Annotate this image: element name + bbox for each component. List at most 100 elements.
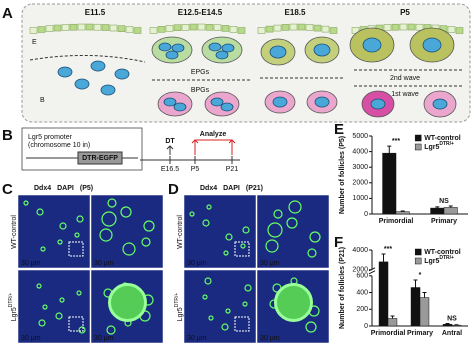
marker: Ddx4 (200, 185, 217, 192)
scale-bar-label: 30 μm (187, 335, 207, 342)
follicle (225, 308, 231, 314)
arrow (191, 139, 199, 155)
epithelium-cell (69, 23, 78, 31)
legend-swatch (414, 248, 422, 256)
bar (382, 152, 397, 215)
y-tick-label: 200 (356, 306, 368, 313)
epithelium-cell (181, 24, 190, 31)
label: BPGs (191, 87, 210, 94)
follicle (242, 301, 248, 307)
row-label-base: Lgr5 (177, 307, 184, 321)
label: EPGs (191, 69, 210, 76)
follicle (307, 248, 317, 258)
epithelium-cell (455, 27, 464, 34)
epithelium-cell (447, 26, 456, 33)
follicle (120, 206, 132, 218)
error-bar (422, 292, 427, 298)
germ-cell (165, 50, 179, 60)
germ-cell (370, 98, 386, 110)
epithelium-cell (383, 24, 392, 31)
dashed-line (29, 54, 146, 63)
germ-cell (208, 42, 222, 52)
germ-cell (220, 102, 234, 112)
follicle (99, 228, 113, 242)
label: Lgr5 promoter (28, 134, 73, 141)
follicle (274, 283, 313, 322)
epithelium-cell (93, 23, 102, 31)
germ-cell (210, 97, 224, 107)
germ-cell (171, 43, 185, 53)
timepoint: E16.5 (161, 166, 179, 173)
bar (395, 211, 410, 215)
follicle (143, 220, 155, 232)
germ-cell (57, 66, 73, 78)
follicle (38, 319, 46, 327)
epithelium-cell (61, 24, 70, 31)
x-tick-label: Primary (407, 330, 433, 337)
epithelium-cell (165, 25, 174, 32)
scale-bar-label: 30 μm (94, 335, 114, 342)
epithelium-cell (213, 24, 222, 31)
label: 1st wave (391, 91, 419, 98)
follicle (36, 283, 42, 289)
row-label: Lgr5DTR/+ (174, 293, 184, 322)
y-axis-label: Number of follicles (P21) (339, 247, 346, 329)
follicle (108, 283, 147, 322)
y-axis-label: Number of follicles (P5) (339, 136, 346, 214)
y-tick-label: 5000 (352, 133, 368, 140)
inset (68, 316, 84, 332)
follicle (106, 325, 116, 335)
panel-label: A (2, 5, 13, 22)
follicle (309, 231, 321, 243)
panel-label: F (334, 234, 343, 251)
epithelium-cell (157, 26, 166, 33)
inset (234, 316, 250, 332)
epithelium-cell (229, 26, 238, 33)
marker: DAPI (223, 185, 240, 192)
panel-label: B (2, 127, 13, 144)
x-tick-label: Antral (442, 330, 462, 337)
bar (419, 297, 430, 327)
scale-bar-label: 30 μm (187, 260, 207, 267)
bar (451, 324, 462, 327)
follicle (59, 222, 67, 230)
error-bar (445, 322, 450, 325)
scale-bar-label: 30 μm (21, 335, 41, 342)
germ-cell (163, 97, 177, 107)
legend-label: WT-control (424, 135, 461, 142)
epithelium-cell (205, 24, 214, 31)
germ-cell (90, 60, 106, 72)
bar (443, 207, 458, 215)
marker: DAPI (57, 185, 74, 192)
follicle (76, 290, 82, 296)
error-bar (381, 253, 386, 262)
epithelium-cell (197, 23, 206, 31)
follicle (40, 246, 46, 252)
y-tick-label: 4000 (352, 247, 368, 254)
follicle (242, 226, 250, 234)
follicle (225, 233, 233, 241)
legend-label-base: Lgr5 (424, 258, 439, 265)
x-tick-label: Primordial (371, 330, 406, 337)
epithelium-cell (391, 23, 400, 31)
follicle (265, 239, 279, 253)
follicle (305, 321, 317, 333)
significance: NS (439, 198, 449, 205)
row-label-sup: DTR/+ (8, 293, 14, 308)
scale-bar-label: 30 μm (260, 335, 280, 342)
row-label-base: Lgr5 (11, 307, 18, 321)
y-tick-label: 600 (356, 273, 368, 280)
micrograph (17, 194, 91, 269)
legend-swatch (414, 143, 422, 151)
y-tick-label: 3000 (352, 164, 368, 171)
marker: (P21) (246, 185, 263, 192)
follicle (244, 284, 252, 292)
bar (378, 261, 389, 327)
follicle (42, 304, 48, 310)
label: (chromosome 10 in) (28, 142, 90, 149)
legend-label-sup: DTR/+ (439, 141, 454, 147)
epithelium-cell (117, 25, 126, 32)
follicle (57, 239, 63, 245)
germ-cell (422, 37, 442, 53)
